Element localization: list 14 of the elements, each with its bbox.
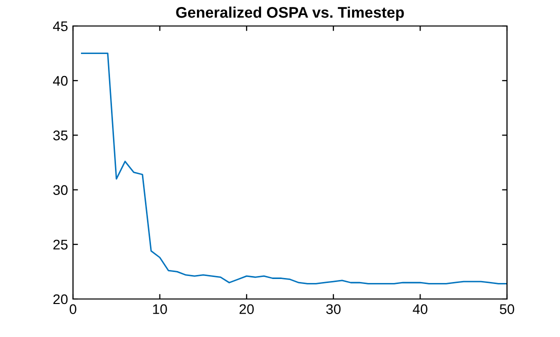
y-tick-label: 35: [53, 130, 68, 140]
x-tick-label: 0: [70, 304, 76, 314]
chart-title: Generalized OSPA vs. Timestep: [176, 6, 404, 21]
x-tick-label: 50: [500, 304, 514, 314]
x-tick-label: 10: [153, 304, 167, 314]
y-tick-label: 20: [53, 294, 68, 304]
x-tick-label: 30: [326, 304, 341, 314]
y-tick-label: 45: [53, 21, 68, 32]
y-tick-label: 25: [53, 240, 68, 250]
x-tick-label: 40: [412, 304, 428, 314]
line-series: [80, 52, 507, 284]
x-tick-label: 20: [240, 304, 254, 314]
y-tick-label: 40: [53, 76, 68, 86]
y-tick-label: 30: [53, 185, 68, 195]
